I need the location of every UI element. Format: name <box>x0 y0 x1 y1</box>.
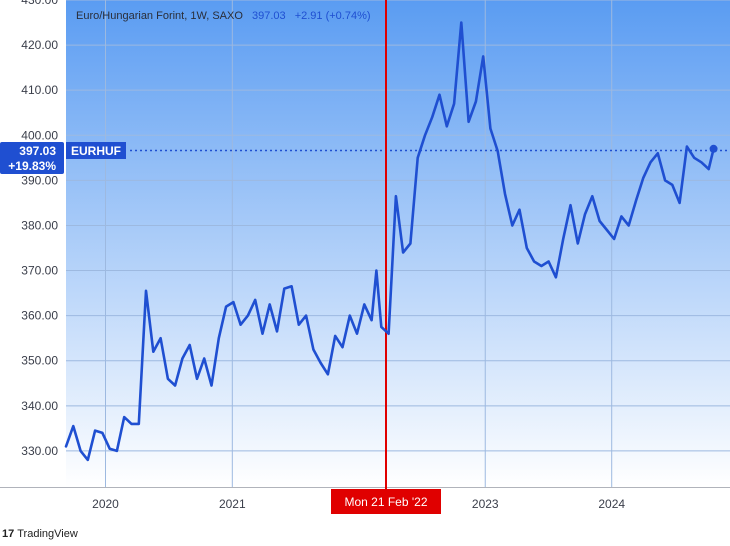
tradingview-logo-icon: 17 <box>2 528 15 540</box>
y-tick-label: 330.00 <box>21 444 58 458</box>
price-label-box <box>0 142 64 174</box>
grid-lines <box>66 0 730 487</box>
chart-title: Euro/Hungarian Forint, 1W, SAXO <box>76 10 243 22</box>
y-tick-label: 380.00 <box>21 218 58 232</box>
crosshair-date-box <box>331 489 441 514</box>
crosshair-date-text: Mon 21 Feb '22 <box>344 495 427 509</box>
chart-header: Euro/Hungarian Forint, 1W, SAXO 397.03 +… <box>76 10 371 22</box>
x-tick-label: 2021 <box>219 497 246 511</box>
x-tick-label: 2023 <box>472 497 499 511</box>
price-label-pct: +19.83% <box>8 159 56 173</box>
price-label: 397.03 +19.83% EURHUF <box>0 142 126 174</box>
x-tick-label: 2024 <box>598 497 625 511</box>
y-tick-label: 360.00 <box>21 309 58 323</box>
x-tick-label: 2020 <box>92 497 119 511</box>
crosshair-date-label: Mon 21 Feb '22 <box>331 489 441 514</box>
y-tick-label: 430.00 <box>21 0 58 7</box>
price-label-value: 397.03 <box>19 144 56 158</box>
last-price-dot <box>709 144 718 153</box>
symbol-tag-box <box>66 142 126 159</box>
y-axis: 330.00 340.00 350.00 360.00 370.00 380.00 390.… <box>21 0 58 458</box>
y-tick-label: 390.00 <box>21 173 58 187</box>
price-change: +2.91 (+0.74%) <box>294 10 371 22</box>
y-tick-label: 340.00 <box>21 399 58 413</box>
y-tick-label: 410.00 <box>21 83 58 97</box>
last-price: 397.03 <box>251 10 286 22</box>
symbol-tag: EURHUF <box>71 144 121 158</box>
y-tick-label: 370.00 <box>21 264 58 278</box>
tradingview-branding[interactable]: 17 TradingView <box>2 528 78 540</box>
y-tick-label: 350.00 <box>21 354 58 368</box>
plot-background <box>66 0 730 487</box>
tradingview-text: TradingView <box>17 528 78 540</box>
y-tick-label: 420.00 <box>21 38 58 52</box>
y-tick-label: 400.00 <box>21 128 58 142</box>
x-axis: 2020 2021 2023 2024 <box>92 497 625 511</box>
eurhuf-series-line <box>64 21 715 462</box>
